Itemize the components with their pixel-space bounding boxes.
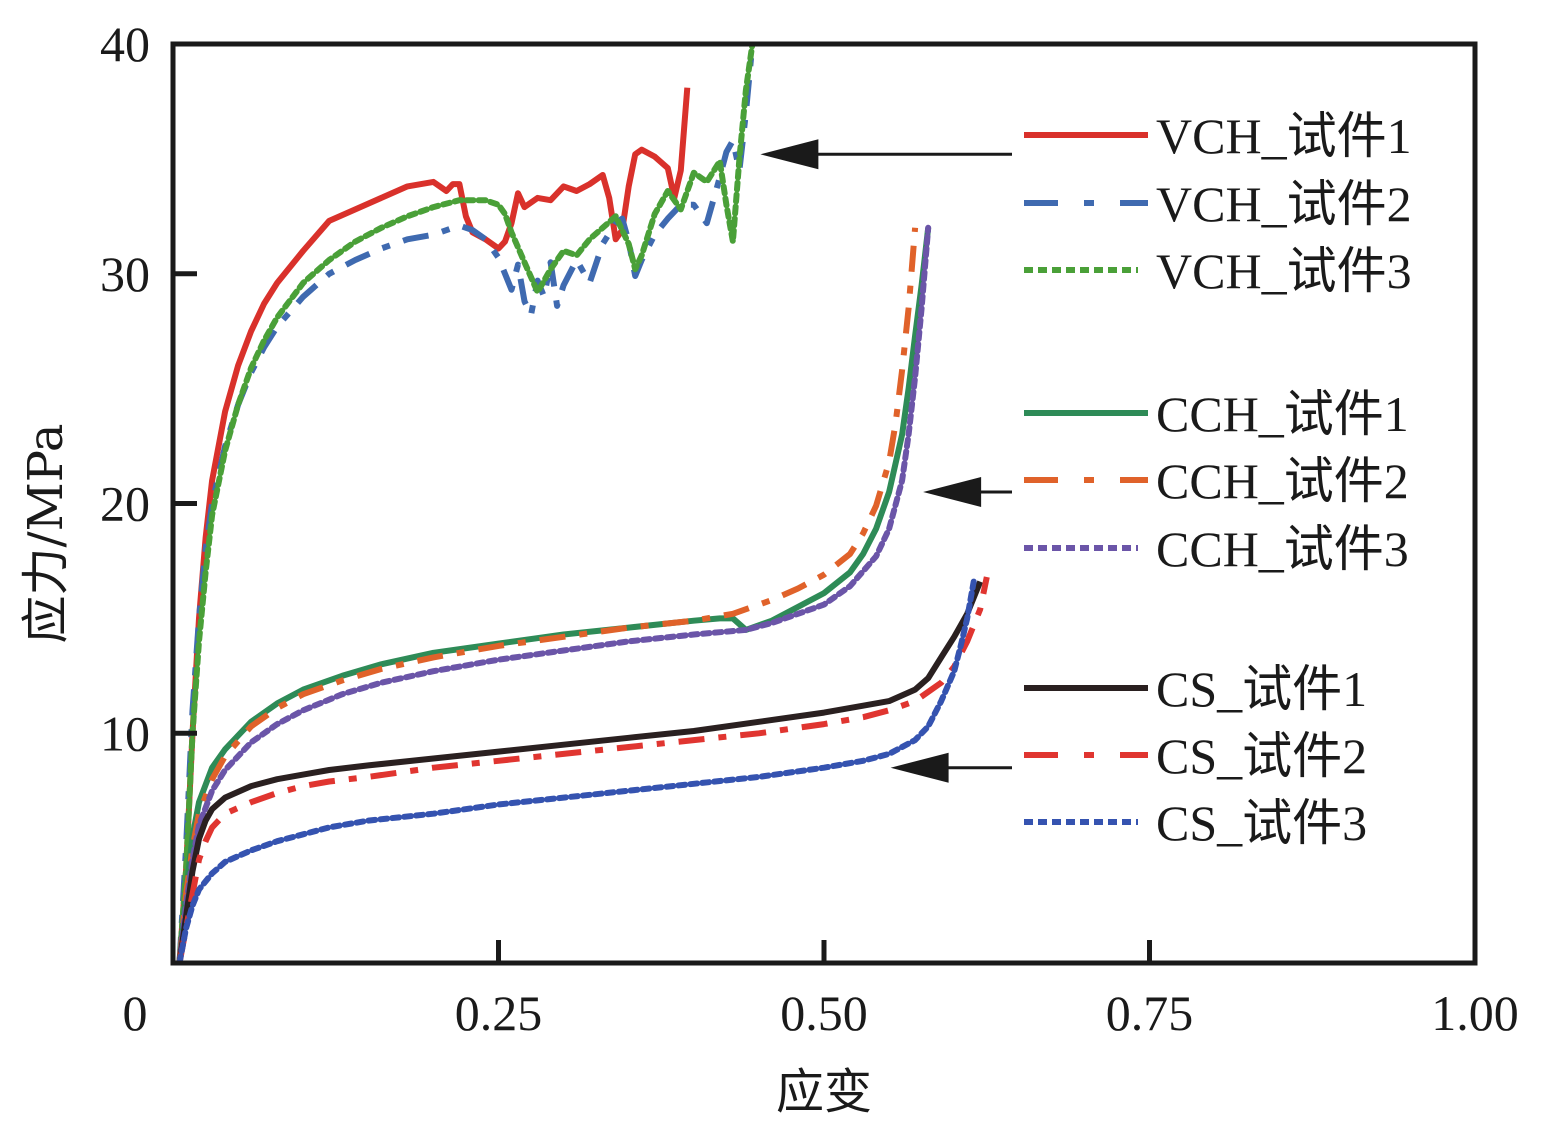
legend-label: VCH_试件2 — [1156, 176, 1412, 232]
y-axis-title: 应力/MPa — [18, 423, 74, 643]
ticks-layer: 0 0.25 0.50 0.75 1.00 10 20 30 40 — [100, 16, 1519, 1041]
arrowhead-icon — [760, 139, 819, 170]
legend-item: CCH_试件3 — [1024, 521, 1409, 577]
y-tick-label: 40 — [100, 16, 150, 72]
legend-label: CS_试件1 — [1156, 661, 1367, 717]
arrowhead-icon — [923, 477, 982, 508]
series-line-vch-1 — [176, 87, 691, 963]
series-line-cs-1 — [176, 580, 983, 963]
legend-label: VCH_试件3 — [1156, 243, 1412, 299]
y-tick-label: 30 — [100, 246, 150, 302]
legend-item: VCH_试件2 — [1024, 176, 1412, 232]
legend-item: VCH_试件1 — [1024, 108, 1412, 164]
legend: VCH_试件1 VCH_试件2 VCH_试件3 CCH_试件1 CCH_试件2 CCH_试… — [1024, 108, 1412, 851]
arrow-cch — [923, 477, 1012, 508]
arrow-cs — [890, 752, 1012, 783]
annotation-layer — [760, 139, 1012, 783]
legend-label: VCH_试件1 — [1156, 108, 1412, 164]
series-line-cch-2 — [176, 227, 919, 963]
series-line-cs-2 — [176, 576, 990, 963]
y-tick-label: 10 — [100, 705, 150, 761]
series-line-vch-2 — [176, 44, 756, 963]
legend-item: CCH_试件1 — [1024, 386, 1409, 442]
legend-label: CS_试件3 — [1156, 795, 1367, 851]
arrow-vch — [760, 139, 1012, 170]
legend-item: CCH_试件2 — [1024, 453, 1409, 509]
series-line-cs-3 — [176, 578, 977, 963]
legend-item: CS_试件1 — [1024, 661, 1367, 717]
x-axis-title: 应变 — [776, 1064, 872, 1120]
x-tick-label: 0.25 — [455, 985, 543, 1041]
x-tick-label: 1.00 — [1431, 985, 1519, 1041]
x-tick-label: 0.75 — [1106, 985, 1194, 1041]
series-line-vch-3 — [176, 44, 756, 963]
x-tick-label: 0.50 — [780, 985, 868, 1041]
y-tick-label: 20 — [100, 476, 150, 532]
x-tick-label: 0 — [123, 985, 148, 1041]
arrowhead-icon — [890, 752, 949, 783]
legend-item: CS_试件3 — [1024, 795, 1367, 851]
legend-label: CCH_试件1 — [1156, 386, 1409, 442]
legend-label: CCH_试件3 — [1156, 521, 1409, 577]
series-layer — [176, 44, 990, 963]
series-line-cch-1 — [176, 227, 932, 963]
legend-item: CS_试件2 — [1024, 728, 1367, 784]
legend-label: CCH_试件2 — [1156, 453, 1409, 509]
series-line-cch-3 — [176, 224, 932, 963]
legend-label: CS_试件2 — [1156, 728, 1367, 784]
legend-item: VCH_试件3 — [1024, 243, 1412, 299]
